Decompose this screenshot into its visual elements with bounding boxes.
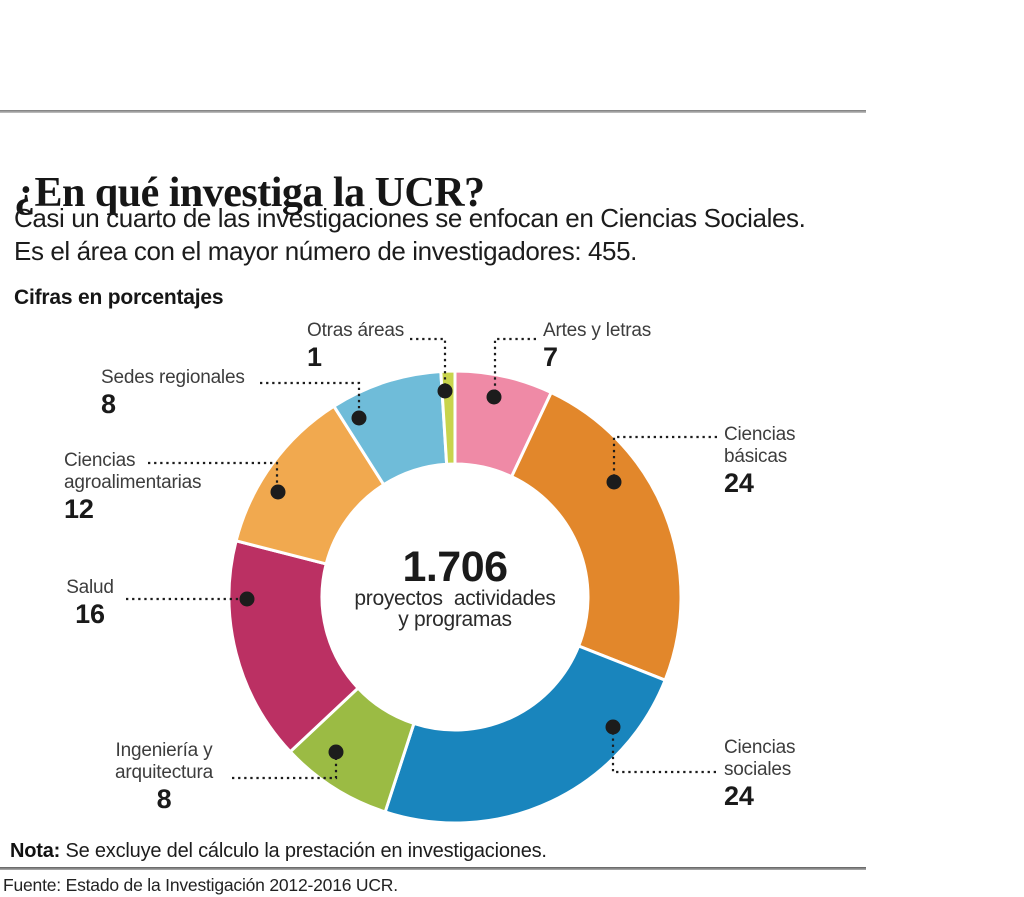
- label-ciencias-basicas: Ciencias básicas 24: [724, 424, 816, 497]
- segment-value: 8: [156, 784, 172, 814]
- segment-value: 7: [543, 342, 558, 372]
- segment-value: 24: [724, 468, 754, 498]
- leader-line-otras-areas: [410, 337, 447, 388]
- label-sedes-regionales: Sedes regionales 8: [101, 367, 266, 418]
- segment-label-text: Ingeniería y arquitectura: [115, 740, 213, 783]
- donut-segment-ciencias-sociales: [383, 644, 667, 825]
- note-label: Nota:: [10, 840, 61, 862]
- chart-kicker: Cifras en porcentajes: [14, 286, 224, 309]
- label-ciencias-agroalimentarias: Ciencias agroalimentarias 12: [64, 450, 214, 523]
- source-line: Fuente: Estado de la Investigación 2012-…: [3, 875, 398, 895]
- donut-center-label: 1.706 proyectos actividades y programas: [335, 543, 575, 631]
- subtitle-line-2: Es el área con el mayor número de invest…: [14, 236, 637, 266]
- segment-value: 8: [101, 389, 116, 419]
- segment-value: 1: [307, 342, 322, 372]
- top-divider: [0, 110, 866, 113]
- label-ingenieria-y-arquitectura: Ingeniería y arquitectura 8: [104, 740, 224, 813]
- segment-label-text: Otras áreas: [307, 320, 405, 341]
- leader-dot-sedes-regionales: [351, 410, 367, 426]
- label-ciencias-sociales: Ciencias sociales 24: [724, 737, 816, 810]
- leader-dot-ciencias-agroalimentarias: [270, 484, 286, 500]
- note: Nota: Se excluye del cálculo la prestaci…: [10, 840, 547, 863]
- segment-label-text: Ciencias sociales: [724, 737, 796, 780]
- segment-label-text: Artes y letras: [543, 320, 652, 341]
- leader-dot-salud: [239, 591, 255, 607]
- total-caption-line-1: proyectos actividades: [354, 587, 556, 610]
- leader-dot-otras-areas: [437, 383, 453, 399]
- leader-dot-artes-y-letras: [486, 389, 502, 405]
- note-text: Se excluye del cálculo la prestación en …: [65, 840, 547, 862]
- segment-value: 24: [724, 781, 754, 811]
- segment-label-text: Salud: [66, 577, 114, 598]
- total-caption-line-2: y programas: [398, 608, 512, 631]
- donut-segment-salud: [227, 539, 360, 754]
- leader-line-sedes-regionales: [260, 381, 361, 415]
- label-salud: Salud 16: [62, 577, 118, 628]
- subtitle-line-1: Casi un cuarto de las investigaciones se…: [14, 203, 806, 233]
- label-otras-areas: Otras áreas 1: [307, 320, 417, 371]
- leader-line-ciencias-agroalimentarias: [148, 461, 279, 489]
- page-title: ¿En qué investiga la UCR?: [14, 170, 485, 217]
- leader-dot-ciencias-basicas: [606, 474, 622, 490]
- leader-line-artes-y-letras: [493, 337, 536, 394]
- leader-dot-ciencias-sociales: [605, 719, 621, 735]
- segment-label-text: Sedes regionales: [101, 367, 245, 388]
- total-value: 1.706: [402, 543, 508, 591]
- label-artes-y-letras: Artes y letras 7: [543, 320, 673, 371]
- segment-label-text: Ciencias agroalimentarias: [64, 450, 202, 493]
- leader-dot-ingenieria-y-arquitectura: [328, 744, 344, 760]
- segment-value: 12: [64, 494, 94, 524]
- leader-line-ingenieria-y-arquitectura: [232, 755, 338, 780]
- segment-label-text: Ciencias básicas: [724, 424, 796, 467]
- donut-segment-ciencias-basicas: [510, 391, 683, 682]
- source-divider: [0, 867, 866, 870]
- segment-value: 16: [75, 599, 105, 629]
- subtitle: Casi un cuarto de las investigaciones se…: [14, 202, 914, 268]
